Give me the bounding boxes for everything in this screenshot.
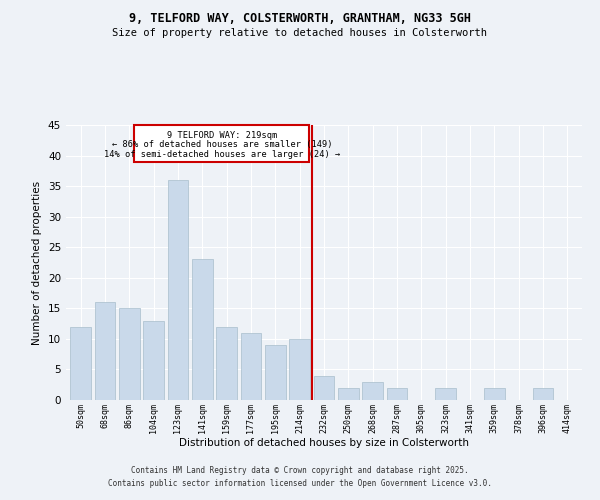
Bar bbox=[533, 388, 553, 400]
Bar bbox=[484, 388, 505, 400]
Text: Size of property relative to detached houses in Colsterworth: Size of property relative to detached ho… bbox=[113, 28, 487, 38]
Bar bbox=[386, 388, 407, 400]
Bar bbox=[167, 180, 188, 400]
Bar bbox=[362, 382, 383, 400]
Bar bbox=[95, 302, 115, 400]
Text: 9, TELFORD WAY, COLSTERWORTH, GRANTHAM, NG33 5GH: 9, TELFORD WAY, COLSTERWORTH, GRANTHAM, … bbox=[129, 12, 471, 26]
Bar bbox=[216, 326, 237, 400]
Bar bbox=[119, 308, 140, 400]
Bar bbox=[143, 320, 164, 400]
Text: 9 TELFORD WAY: 219sqm: 9 TELFORD WAY: 219sqm bbox=[167, 131, 277, 140]
Bar bbox=[265, 345, 286, 400]
FancyBboxPatch shape bbox=[134, 125, 310, 162]
Bar bbox=[289, 339, 310, 400]
Bar bbox=[70, 326, 91, 400]
Y-axis label: Number of detached properties: Number of detached properties bbox=[32, 180, 43, 344]
Text: ← 86% of detached houses are smaller (149): ← 86% of detached houses are smaller (14… bbox=[112, 140, 332, 149]
Bar bbox=[192, 260, 212, 400]
Bar bbox=[436, 388, 456, 400]
Text: 14% of semi-detached houses are larger (24) →: 14% of semi-detached houses are larger (… bbox=[104, 150, 340, 159]
Bar bbox=[338, 388, 359, 400]
X-axis label: Distribution of detached houses by size in Colsterworth: Distribution of detached houses by size … bbox=[179, 438, 469, 448]
Bar bbox=[314, 376, 334, 400]
Bar bbox=[241, 333, 262, 400]
Text: Contains HM Land Registry data © Crown copyright and database right 2025.
Contai: Contains HM Land Registry data © Crown c… bbox=[108, 466, 492, 487]
